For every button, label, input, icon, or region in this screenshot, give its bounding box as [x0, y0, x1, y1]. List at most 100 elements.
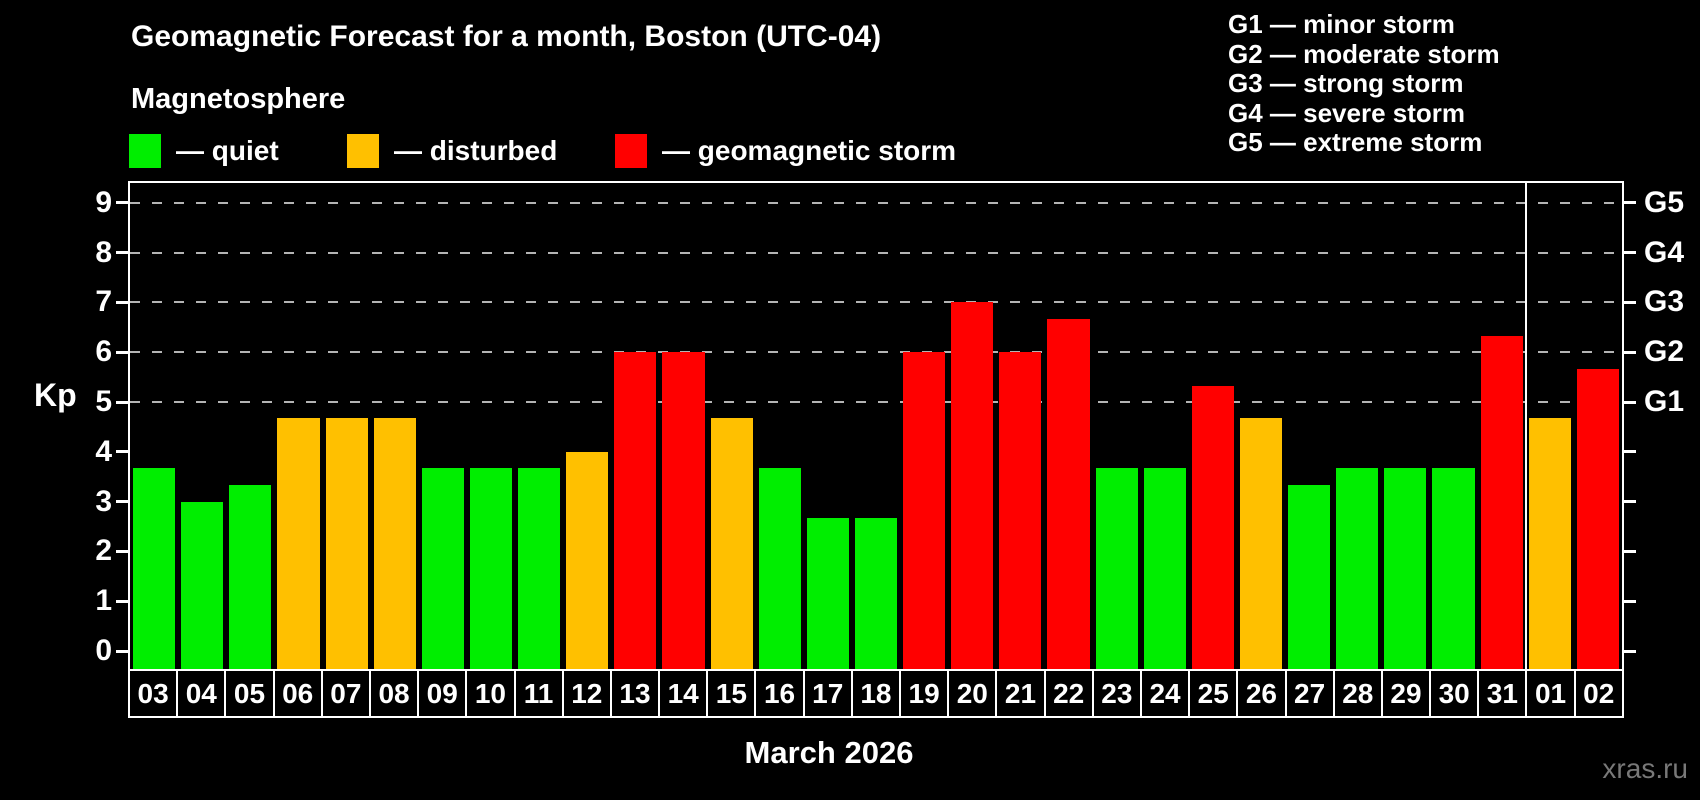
y-tick-label-2: 2 [95, 534, 112, 568]
date-cell-24: 24 [1139, 669, 1191, 718]
date-cell-30: 30 [1429, 669, 1480, 718]
kp-bar-12 [566, 451, 609, 669]
date-cell-17: 17 [802, 669, 853, 718]
gridline-kp7 [130, 301, 1622, 304]
date-cell-11: 11 [513, 669, 564, 718]
g-level-label-G4: G4 [1644, 235, 1685, 269]
date-cell-13: 13 [609, 669, 661, 718]
date-cell-19: 19 [899, 669, 950, 718]
date-cell-10: 10 [465, 669, 516, 718]
y-tick-right-6 [1624, 350, 1636, 354]
chart-title: Geomagnetic Forecast for a month, Boston… [131, 20, 882, 53]
plot-frame-top [128, 181, 1624, 183]
y-tick-label-3: 3 [95, 484, 112, 518]
kp-bar-23 [1095, 468, 1138, 669]
legend-item-storm: — geomagnetic storm [615, 134, 956, 168]
kp-bar-25 [1191, 385, 1234, 669]
y-tick-left-7 [116, 300, 128, 304]
y-tick-left-2 [116, 549, 128, 553]
kp-bar-29 [1384, 468, 1427, 669]
kp-bar-10 [469, 468, 513, 669]
gridline-kp5 [130, 401, 1622, 403]
y-tick-left-0 [116, 649, 128, 653]
y-tick-right-0 [1624, 649, 1636, 653]
kp-bar-27 [1288, 485, 1331, 669]
date-cell-27: 27 [1284, 669, 1335, 718]
month-separator [1524, 183, 1527, 669]
y-tick-right-4 [1624, 450, 1636, 454]
storm-scale-g2: G2 — moderate storm [1228, 38, 1500, 69]
date-cell-31: 31 [1477, 669, 1528, 718]
storm-color-swatch [615, 134, 647, 168]
kp-bar-21 [999, 352, 1042, 669]
y-tick-left-5 [116, 400, 128, 404]
y-tick-right-5 [1624, 400, 1636, 404]
kp-bar-17 [806, 518, 849, 669]
kp-bar-09 [421, 468, 464, 669]
y-tick-left-3 [116, 500, 128, 504]
quiet-color-swatch [129, 134, 161, 168]
storm-scale-g5: G5 — extreme storm [1228, 127, 1483, 157]
kp-bar-01 [1528, 418, 1571, 669]
kp-bar-30 [1432, 468, 1475, 669]
date-cell-23: 23 [1091, 669, 1142, 718]
y-tick-right-2 [1624, 549, 1636, 553]
g-level-label-G2: G2 [1644, 335, 1685, 369]
date-cell-21: 21 [995, 669, 1046, 718]
date-cell-29: 29 [1380, 669, 1432, 718]
date-cell-03: 03 [128, 669, 179, 718]
date-cell-05: 05 [224, 669, 275, 718]
y-tick-label-5: 5 [95, 385, 112, 418]
legend-label-storm: — geomagnetic storm [662, 135, 957, 166]
y-tick-right-8 [1624, 251, 1636, 255]
date-cell-14: 14 [658, 669, 709, 718]
date-cell-07: 07 [320, 669, 371, 718]
kp-bar-13 [614, 352, 657, 669]
g-level-label-G3: G3 [1644, 285, 1685, 319]
y-tick-label-1: 1 [95, 584, 112, 618]
kp-bar-18 [854, 518, 898, 669]
date-cell-12: 12 [561, 669, 612, 718]
kp-bar-03 [133, 468, 176, 669]
kp-bar-28 [1336, 468, 1379, 669]
date-cell-25: 25 [1188, 669, 1239, 718]
legend-item-quiet: — quiet [129, 134, 279, 168]
y-tick-right-7 [1624, 300, 1636, 304]
y-tick-right-3 [1624, 500, 1636, 504]
y-axis-label: Kp [34, 377, 77, 413]
y-tick-label-7: 7 [95, 285, 112, 319]
date-cell-09: 09 [417, 669, 468, 718]
y-tick-label-8: 8 [95, 235, 112, 269]
kp-bar-07 [325, 418, 368, 669]
plot-frame-left [128, 181, 130, 669]
disturbed-color-swatch [347, 134, 379, 168]
y-tick-left-4 [116, 450, 128, 454]
y-tick-label-6: 6 [95, 335, 112, 369]
date-cell-18: 18 [850, 669, 901, 718]
kp-bar-26 [1239, 418, 1283, 669]
date-cell-15: 15 [706, 669, 757, 718]
kp-bar-08 [373, 418, 416, 669]
date-cell-28: 28 [1332, 669, 1383, 718]
kp-bar-24 [1143, 468, 1186, 669]
date-cell-02: 02 [1573, 669, 1624, 718]
y-tick-label-0: 0 [95, 634, 112, 667]
kp-bar-04 [181, 501, 224, 669]
storm-scale-legend: G1 — minor storm G2 — moderate storm G3 … [1228, 9, 1500, 158]
g-level-label-G1: G1 [1644, 385, 1685, 418]
y-tick-label-4: 4 [95, 434, 112, 468]
date-cell-16: 16 [754, 669, 805, 718]
y-tick-left-1 [116, 599, 128, 603]
kp-bar-14 [662, 352, 705, 669]
date-cell-26: 26 [1236, 669, 1287, 718]
storm-scale-g4: G4 — severe storm [1228, 97, 1466, 128]
gridline-kp6 [130, 351, 1622, 354]
storm-scale-g1: G1 — minor storm [1228, 9, 1455, 39]
y-tick-right-1 [1624, 599, 1636, 603]
y-tick-left-6 [116, 350, 128, 354]
storm-scale-g3: G3 — strong storm [1228, 68, 1464, 98]
date-cell-22: 22 [1043, 669, 1094, 718]
kp-bar-05 [229, 485, 272, 669]
x-axis-date-row: 03 04 05 06 07 08 09 10 11 12 13 14 15 16 17 18 19 20 21 22… [128, 669, 1624, 718]
